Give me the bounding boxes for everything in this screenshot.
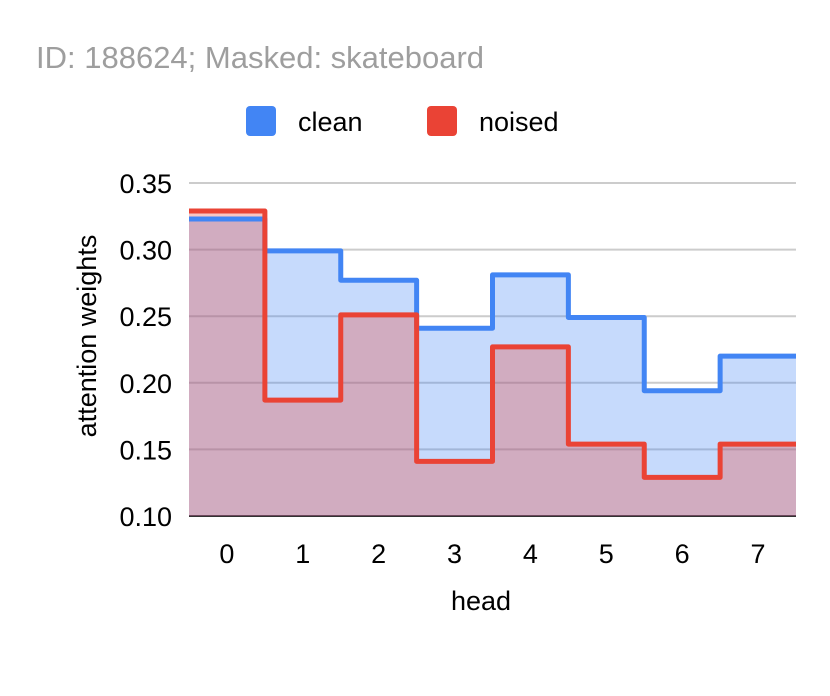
- x-tick-label-1: 1: [295, 539, 310, 569]
- x-tick-label-6: 6: [675, 539, 690, 569]
- y-tick-label-0.15: 0.15: [119, 435, 172, 465]
- y-tick-label-0.25: 0.25: [119, 302, 172, 332]
- x-tick-label-2: 2: [371, 539, 386, 569]
- y-tick-label-0.35: 0.35: [119, 169, 172, 199]
- chart-title: ID: 188624; Masked: skateboard: [36, 40, 484, 75]
- x-tick-label-7: 7: [751, 539, 766, 569]
- y-axis-label: attention weights: [72, 235, 102, 438]
- y-axis-ticks: 0.10 0.15 0.20 0.25 0.30 0.35: [119, 169, 172, 532]
- x-tick-label-4: 4: [523, 539, 538, 569]
- legend-swatch-clean: [246, 106, 276, 136]
- x-axis-label: head: [451, 586, 511, 616]
- x-tick-label-5: 5: [599, 539, 614, 569]
- legend-swatch-noised: [427, 106, 457, 136]
- x-tick-label-3: 3: [447, 539, 462, 569]
- legend: clean noised: [246, 106, 559, 137]
- x-tick-label-0: 0: [219, 539, 234, 569]
- legend-label-clean: clean: [298, 107, 363, 137]
- y-tick-label-0.10: 0.10: [119, 502, 172, 532]
- series-lines: [189, 208, 796, 480]
- x-axis-ticks: 0 1 2 3 4 5 6 7: [219, 539, 765, 569]
- y-tick-label-0.20: 0.20: [119, 369, 172, 399]
- y-tick-label-0.30: 0.30: [119, 236, 172, 266]
- line-clean: [189, 216, 796, 394]
- legend-label-noised: noised: [479, 107, 559, 137]
- line-noised: [189, 208, 796, 480]
